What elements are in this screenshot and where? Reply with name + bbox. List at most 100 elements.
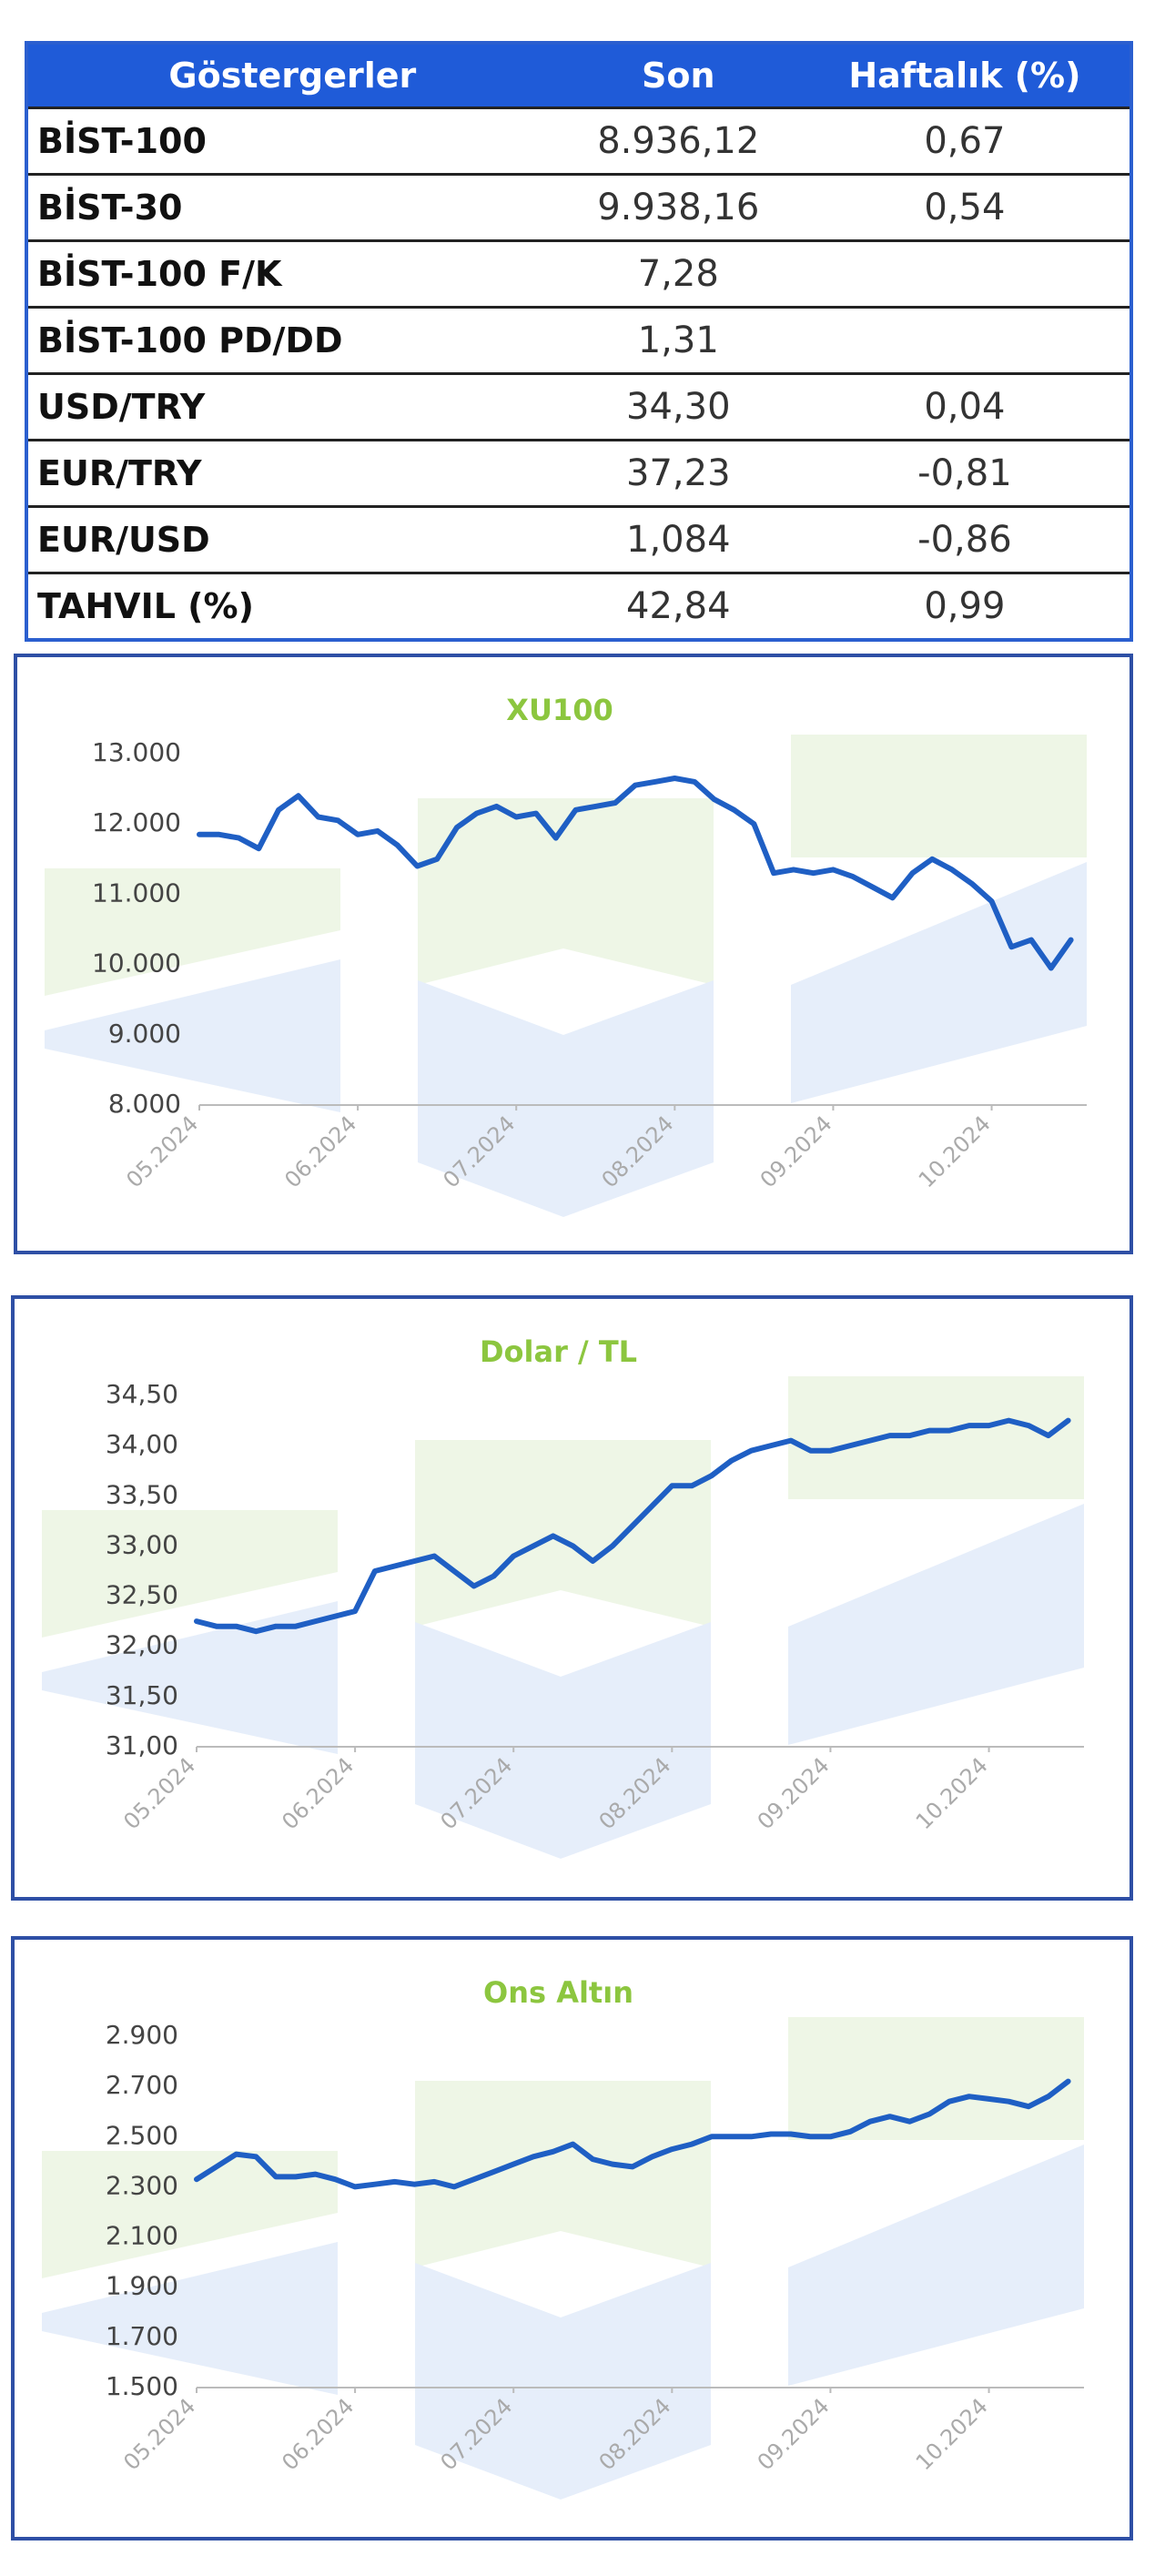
table-row: BİST-100 PD/DD 1,31 [26, 306, 1131, 374]
table-cell: 7,28 [556, 239, 800, 308]
y-tick-label: 31,50 [106, 1680, 178, 1710]
table-cell: USD/TRY [26, 372, 557, 441]
y-tick-label: 9.000 [108, 1019, 181, 1049]
chart-title: XU100 [506, 693, 613, 727]
table-cell: 37,23 [556, 439, 800, 507]
table-cell: 1,31 [556, 306, 800, 374]
table-cell [799, 239, 1131, 308]
header-cell: Son [556, 43, 800, 108]
watermark-shape [791, 735, 1087, 857]
y-tick-label: 31,00 [106, 1730, 178, 1760]
chart-box: Dolar / TL 31,00 31,50 32,00 32,50 33,00 33,50… [11, 1295, 1133, 1901]
table-row: EUR/TRY 37,23 -0,81 [26, 439, 1131, 507]
watermark-shape [791, 862, 1087, 1103]
y-tick-label: 34,00 [106, 1429, 178, 1459]
y-tick-label: 8.000 [108, 1089, 181, 1119]
watermark [42, 2017, 1084, 2500]
chart-title: Ons Altın [483, 1975, 633, 2010]
y-tick-label: 2.500 [106, 2120, 178, 2150]
watermark-shape [42, 2151, 338, 2278]
y-tick-label: 1.700 [106, 2321, 178, 2351]
watermark-shape [415, 2081, 711, 2267]
table-cell: -0,86 [799, 505, 1131, 573]
watermark-shape [788, 1504, 1084, 1745]
watermark-shape [45, 868, 340, 996]
watermark-shape [788, 2017, 1084, 2140]
y-tick-label: 10.000 [92, 948, 181, 979]
x-tick-label: 06.2024 [279, 1111, 361, 1192]
watermark-shape [415, 1440, 711, 1627]
y-tick-label: 13.000 [92, 737, 181, 767]
table-row: BİST-100 8.936,12 0,67 [26, 106, 1131, 175]
table-cell: BİST-30 [26, 173, 557, 241]
watermark-shape [42, 1601, 338, 1754]
indicator-table: Göstergerler Son Haftalık (%) BİST-100 8.936… [25, 41, 1133, 642]
x-tick-label: 10.2024 [914, 1111, 996, 1192]
chart: Dolar / TL 31,00 31,50 32,00 32,50 33,00 33,50… [42, 1334, 1084, 1859]
table-cell: 0,54 [799, 173, 1131, 241]
table-cell [799, 306, 1131, 374]
watermark-shape [42, 2242, 338, 2395]
chart-box: Ons Altın 1.500 1.700 1.900 2.100 2.300 2.500 2… [11, 1936, 1133, 2541]
table-cell: -0,81 [799, 439, 1131, 507]
chart-title: Dolar / TL [480, 1334, 637, 1369]
watermark-shape [788, 1376, 1084, 1499]
y-tick-label: 34,50 [106, 1379, 178, 1409]
x-tick-label: 05.2024 [121, 1111, 203, 1192]
table-cell: 34,30 [556, 372, 800, 441]
y-tick-label: 2.100 [106, 2221, 178, 2251]
watermark-shape [415, 2263, 711, 2500]
table-cell: 8.936,12 [556, 106, 800, 175]
table-header: Göstergerler Son Haftalık (%) [26, 43, 1131, 108]
header-cell: Haftalık (%) [799, 43, 1131, 108]
table-cell: EUR/USD [26, 505, 557, 573]
x-tick-label: 05.2024 [118, 2393, 200, 2475]
watermark-shape [45, 959, 340, 1112]
x-tick-label: 06.2024 [277, 2393, 359, 2475]
y-tick-label: 2.300 [106, 2170, 178, 2200]
watermark-shape [42, 1510, 338, 1638]
y-tick-label: 1.500 [106, 2371, 178, 2401]
table-cell: 42,84 [556, 572, 800, 640]
table-cell: 0,04 [799, 372, 1131, 441]
table-row: EUR/USD 1,084 -0,86 [26, 505, 1131, 573]
x-tick-label: 09.2024 [755, 1111, 837, 1192]
x-tick-label: 09.2024 [753, 1752, 835, 1834]
chart: Ons Altın 1.500 1.700 1.900 2.100 2.300 2.500 2… [42, 1975, 1084, 2500]
series-line [194, 1417, 1071, 1635]
y-tick-label: 1.900 [106, 2271, 178, 2301]
y-tick-label: 32,50 [106, 1580, 178, 1610]
table-cell: 0,67 [799, 106, 1131, 175]
watermark-shape [788, 2145, 1084, 2386]
table-row: TAHVIL (%) 42,84 0,99 [26, 572, 1131, 640]
watermark-shape [415, 1622, 711, 1859]
y-tick-label: 33,50 [106, 1479, 178, 1509]
series-line [194, 2078, 1071, 2190]
watermark-shape [418, 798, 714, 985]
table-cell: 0,99 [799, 572, 1131, 640]
table-cell: 1,084 [556, 505, 800, 573]
series-line [197, 776, 1074, 971]
x-tick-label: 10.2024 [911, 2393, 993, 2475]
y-tick-label: 2.700 [106, 2070, 178, 2100]
table-row: BİST-30 9.938,16 0,54 [26, 173, 1131, 241]
x-tick-label: 05.2024 [118, 1752, 200, 1834]
table-cell: 9.938,16 [556, 173, 800, 241]
table-row: BİST-100 F/K 7,28 [26, 239, 1131, 308]
table-row: USD/TRY 34,30 0,04 [26, 372, 1131, 441]
watermark [42, 1376, 1084, 1859]
table-cell: BİST-100 PD/DD [26, 306, 557, 374]
y-tick-label: 33,00 [106, 1529, 178, 1559]
y-tick-label: 2.900 [106, 2020, 178, 2050]
table-cell: TAHVIL (%) [26, 572, 557, 640]
y-tick-label: 11.000 [92, 877, 181, 908]
x-tick-label: 09.2024 [753, 2393, 835, 2475]
watermark-shape [418, 980, 714, 1217]
table-cell: BİST-100 F/K [26, 239, 557, 308]
watermark [45, 735, 1087, 1217]
x-tick-label: 06.2024 [277, 1752, 359, 1834]
y-tick-label: 32,00 [106, 1630, 178, 1660]
x-tick-label: 10.2024 [911, 1752, 993, 1834]
y-tick-label: 12.000 [92, 807, 181, 837]
